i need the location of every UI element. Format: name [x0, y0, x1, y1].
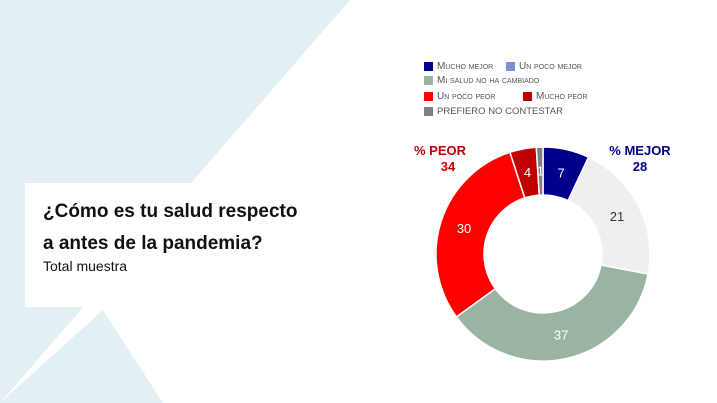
peor-annotation-value: 34 [441, 159, 456, 174]
legend-swatch [424, 107, 433, 116]
legend-label: Un poco peor [437, 91, 496, 102]
slice-label: 7 [557, 165, 564, 180]
peor-annotation-label: % PEOR [414, 143, 467, 158]
slice-label: 30 [457, 221, 471, 236]
legend-item-no-ha-cambiado: Mi salud no ha cambiado [424, 75, 539, 86]
legend-item-mucho-mejor: Mucho mejor [424, 61, 493, 72]
chart-subtitle: Total muestra [43, 258, 128, 274]
legend-label: PREFIERO NO CONTESTAR [437, 106, 563, 117]
legend-label: Mucho mejor [437, 61, 494, 72]
mejor-annotation-label: % MEJOR [609, 143, 671, 158]
legend-item-prefiero-no-contestar: PREFIERO NO CONTESTAR [424, 106, 563, 117]
legend-swatch [523, 92, 532, 101]
legend-item-un-poco-peor: Un poco peor [424, 91, 495, 102]
legend-swatch [424, 62, 433, 71]
legend-item-mucho-peor: Mucho peor [523, 91, 588, 102]
mejor-annotation-value: 28 [633, 159, 647, 174]
slice-label: 37 [554, 328, 568, 343]
slice-prefiero-no-contestar [535, 146, 544, 196]
legend-swatch [424, 92, 433, 101]
donut-slices [435, 146, 651, 362]
slice-label: 1 [537, 164, 544, 179]
legend-swatch [506, 62, 515, 71]
slice-label: 4 [524, 165, 531, 180]
legend-swatch [424, 76, 433, 85]
legend-label: Un poco mejor [519, 61, 582, 72]
slice-label: 21 [610, 209, 624, 224]
slice-no-ha-cambiado [455, 264, 649, 362]
chart-title: ¿Cómo es tu salud respecto a antes de la… [43, 201, 298, 254]
slice-un-poco-peor [435, 151, 526, 318]
legend-label: Mucho peor [536, 91, 588, 102]
legend-item-un-poco-mejor: Un poco mejor [506, 61, 582, 72]
slice-labels: 7 21 37 30 4 1 [457, 164, 624, 343]
legend-label: Mi salud no ha cambiado [437, 75, 540, 86]
title-card [25, 183, 305, 307]
